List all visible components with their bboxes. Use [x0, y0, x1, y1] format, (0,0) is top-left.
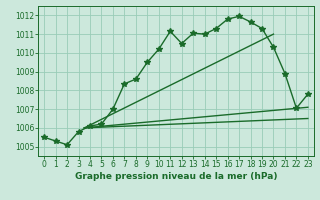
X-axis label: Graphe pression niveau de la mer (hPa): Graphe pression niveau de la mer (hPa)	[75, 172, 277, 181]
